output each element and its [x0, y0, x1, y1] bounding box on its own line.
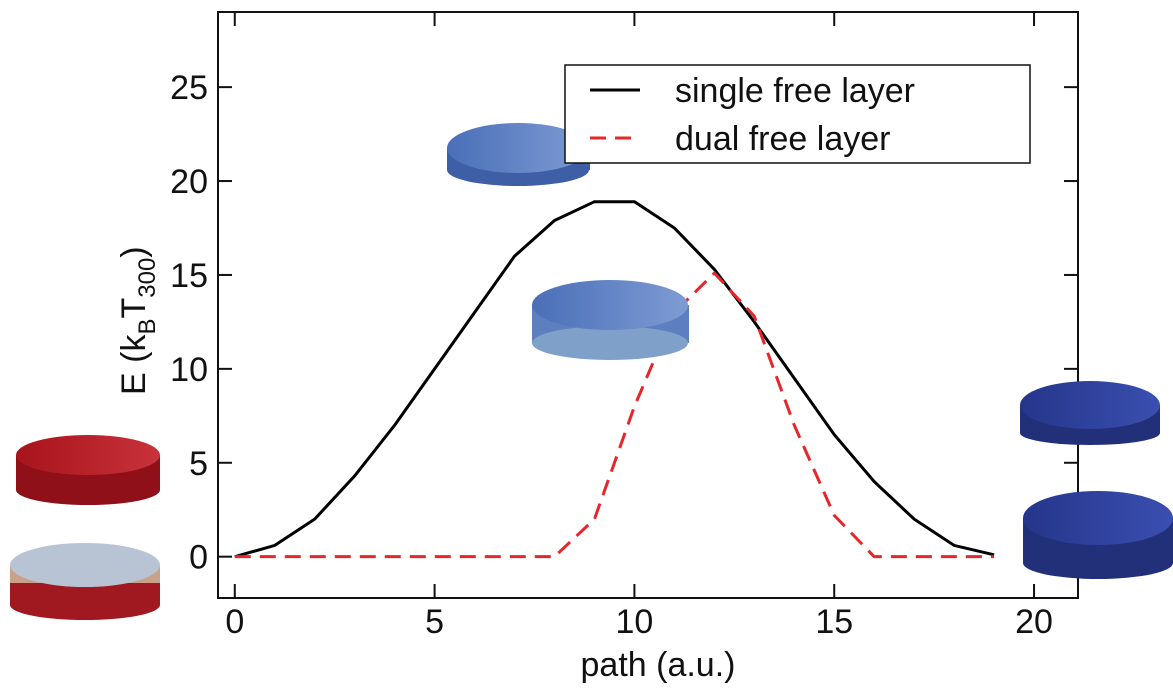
legend-label: dual free layer — [675, 120, 890, 158]
disk-dark-right-top — [1020, 381, 1160, 445]
y-tick-label: 20 — [170, 163, 208, 201]
disk-dark-right-bottom — [1023, 491, 1173, 579]
y-axis-label-part: ) — [115, 246, 153, 257]
series-line — [235, 202, 994, 557]
y-tick-label: 10 — [170, 351, 208, 389]
disk-blue-middle — [532, 280, 689, 360]
y-axis-label: E (kBT300) — [115, 246, 161, 395]
y-axis-label-part: E (k — [115, 334, 153, 395]
y-axis-label-part: 300 — [134, 258, 161, 298]
legend: single free layer dual free layer — [565, 65, 1030, 163]
disk-gray-red — [10, 543, 160, 620]
x-tick-label: 0 — [225, 603, 244, 641]
y-tick-label: 15 — [170, 257, 208, 295]
x-axis-label: path (a.u.) — [581, 646, 736, 684]
legend-label: single free layer — [675, 72, 915, 110]
page: {"chart_data": {"type": "line", "xlabel"… — [0, 0, 1173, 684]
chart: single free layer dual free layer 0 5 10 15 2… — [0, 0, 1173, 684]
x-tick-label: 10 — [615, 603, 653, 641]
x-tick-label: 5 — [425, 603, 444, 641]
y-tick-label: 25 — [170, 69, 208, 107]
y-tick-label: 0 — [189, 539, 208, 577]
y-axis-label-part: B — [134, 319, 161, 335]
x-tick-label: 20 — [1015, 603, 1053, 641]
disk-red — [16, 435, 160, 505]
y-tick-label: 5 — [189, 445, 208, 483]
y-axis-label-part: T — [115, 298, 153, 319]
x-tick-label: 15 — [815, 603, 853, 641]
